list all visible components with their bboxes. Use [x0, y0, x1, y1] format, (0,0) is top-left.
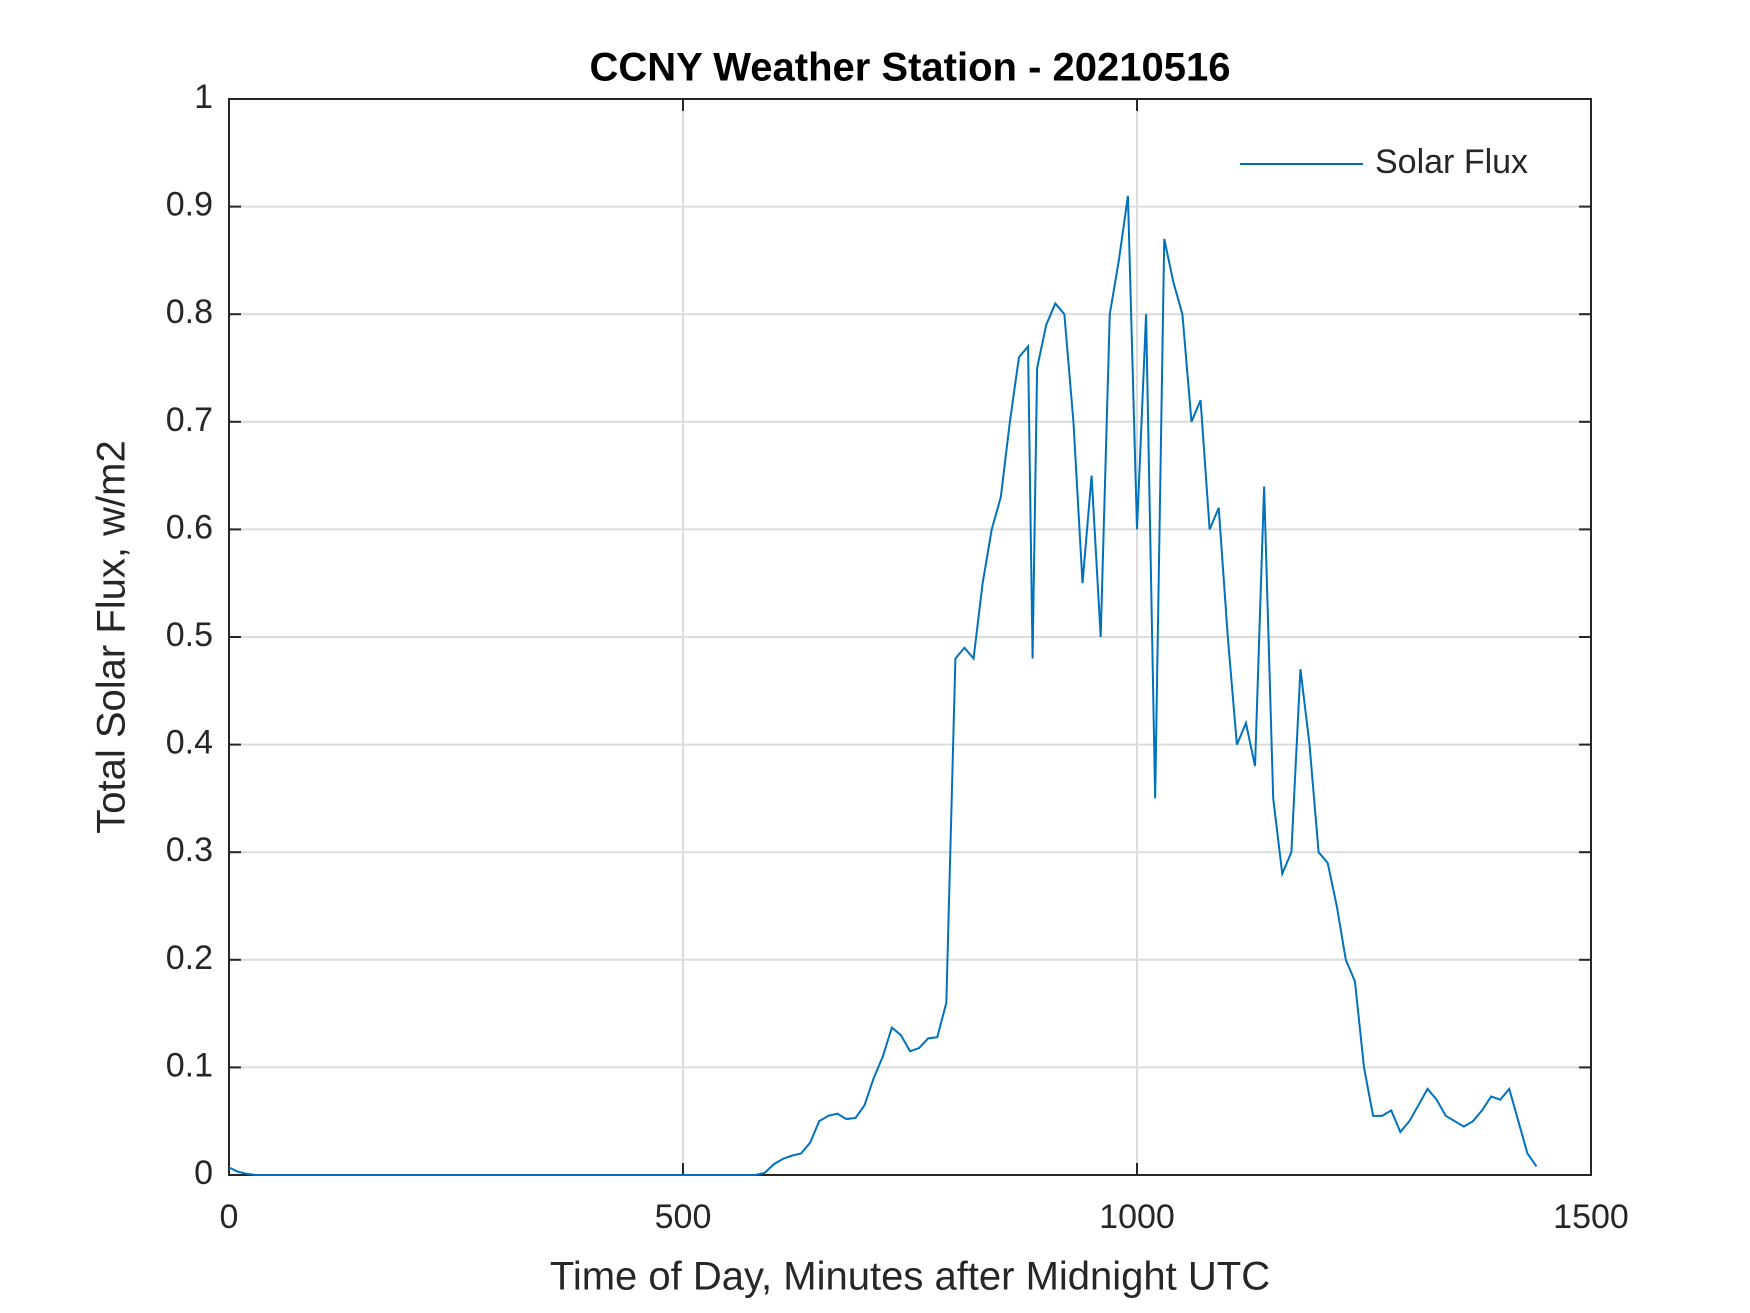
chart-title: CCNY Weather Station - 20210516 [590, 46, 1231, 90]
y-tick-label: 0.9 [166, 186, 213, 224]
x-tick-label: 1500 [1553, 1198, 1629, 1236]
x-tick-label: 1000 [1099, 1198, 1175, 1236]
y-tick-label: 0.6 [166, 508, 213, 546]
plot-frame [228, 98, 1592, 1176]
y-tick-label: 0.4 [166, 724, 213, 762]
y-axis-label: Total Solar Flux, w/m2 [90, 440, 134, 833]
y-tick-label: 0.2 [166, 939, 213, 977]
y-tick-label: 0.1 [166, 1046, 213, 1084]
legend-label: Solar Flux [1375, 143, 1528, 181]
y-tick-label: 0.8 [166, 293, 213, 331]
y-tick-label: 0.7 [166, 401, 213, 439]
x-axis-label: Time of Day, Minutes after Midnight UTC [550, 1255, 1270, 1299]
y-tick-label: 0.3 [166, 831, 213, 869]
data-line [228, 195, 1538, 1176]
y-tick-label: 0.5 [166, 616, 213, 654]
y-tick-label: 1 [194, 78, 213, 116]
x-tick-label: 0 [220, 1198, 239, 1236]
y-tick-label: 0 [194, 1154, 213, 1192]
x-tick-label: 500 [655, 1198, 712, 1236]
